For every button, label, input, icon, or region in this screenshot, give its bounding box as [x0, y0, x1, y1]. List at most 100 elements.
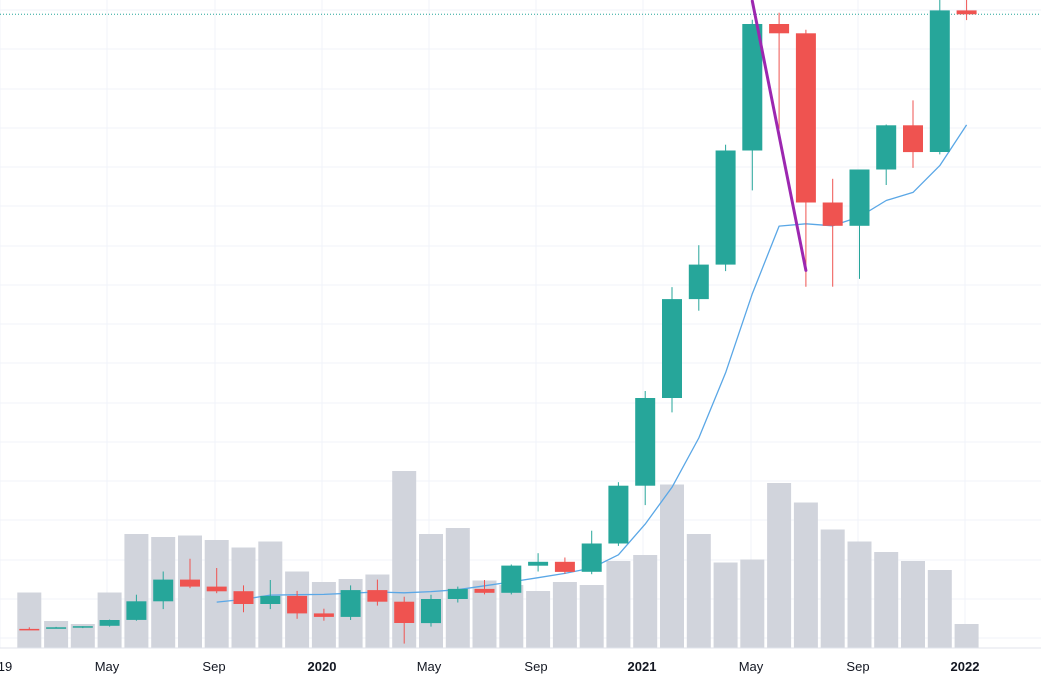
candle-up[interactable] [742, 19, 763, 191]
candle-body [929, 10, 950, 153]
candle-down[interactable] [180, 558, 200, 589]
volume-bar [927, 570, 952, 648]
candle-body [554, 561, 575, 572]
time-axis-label: May [417, 659, 442, 674]
candle-body [233, 591, 254, 604]
candle-body [126, 601, 147, 620]
volume-bar [847, 541, 872, 648]
time-axis-label: 2022 [951, 659, 980, 674]
candle-up[interactable] [501, 564, 522, 595]
volume-bar [820, 529, 845, 648]
candle-up[interactable] [849, 169, 870, 279]
volume-bar [178, 535, 202, 648]
candle-body [287, 595, 308, 614]
candle-body [46, 627, 67, 629]
candle-up[interactable] [635, 391, 656, 506]
time-axis-label: May [95, 659, 120, 674]
candle-body [608, 485, 629, 544]
candle-down[interactable] [233, 585, 254, 613]
candle-up[interactable] [876, 124, 897, 186]
candle-body [501, 565, 522, 593]
volume-bar [579, 585, 604, 648]
candle-down[interactable] [474, 580, 495, 595]
candle-up[interactable] [929, 0, 950, 155]
candle-up[interactable] [46, 626, 67, 629]
candle-up[interactable] [447, 586, 468, 603]
volume-bar [526, 591, 551, 648]
volume-bar [204, 540, 229, 648]
candle-down[interactable] [206, 568, 227, 594]
candle-up[interactable] [688, 245, 709, 311]
candle-body [99, 620, 120, 626]
candle-down[interactable] [19, 627, 40, 631]
time-axis-label: 19 [0, 659, 12, 674]
candle-down[interactable] [795, 29, 816, 287]
candle-down[interactable] [394, 596, 415, 644]
candle-up[interactable] [260, 580, 281, 610]
candle-body [688, 264, 709, 300]
candle-body [367, 590, 388, 602]
candle-up[interactable] [715, 144, 736, 272]
candle-down[interactable] [769, 12, 790, 129]
candle-up[interactable] [421, 594, 441, 627]
volume-bar [660, 484, 684, 648]
candle-body [876, 125, 897, 170]
volume-bar [606, 561, 631, 648]
trend-line[interactable] [750, 0, 808, 272]
candle-body [903, 125, 923, 153]
candle-down[interactable] [313, 608, 334, 621]
candle-body [447, 588, 468, 599]
candle-body [795, 33, 816, 203]
trend-line-segment[interactable] [750, 0, 808, 272]
volume-bar [793, 502, 818, 648]
candle-up[interactable] [581, 530, 602, 575]
volume-bar [686, 534, 711, 648]
candle-up[interactable] [153, 571, 174, 610]
candle-up[interactable] [72, 626, 93, 629]
candle-body [340, 590, 361, 617]
volume-bar [901, 561, 925, 648]
volume-bar [552, 582, 577, 648]
candle-down[interactable] [287, 590, 308, 619]
candle-body [19, 628, 40, 631]
candle-body [956, 10, 977, 15]
candle-body [769, 24, 790, 34]
time-axis-label: Sep [202, 659, 225, 674]
volume-bar [633, 555, 658, 648]
candle-up[interactable] [608, 482, 629, 546]
candle-body [206, 586, 227, 592]
candle-body [260, 595, 281, 604]
time-axis-label: May [739, 659, 764, 674]
time-axis-label: Sep [524, 659, 547, 674]
volume-bar [767, 483, 792, 648]
time-axis-label: 2020 [308, 659, 337, 674]
chart-grid [0, 0, 1041, 648]
candle-body [394, 601, 415, 623]
candle-body [581, 543, 602, 572]
candle-up[interactable] [340, 585, 361, 620]
volume-bar [713, 562, 738, 648]
candle-down[interactable] [367, 579, 388, 606]
candle-up[interactable] [126, 594, 147, 621]
volume-bar [740, 559, 765, 648]
candle-body [849, 169, 870, 226]
candle-body [742, 24, 763, 151]
candle-down[interactable] [903, 100, 923, 168]
candles[interactable] [19, 0, 977, 644]
candle-up[interactable] [99, 619, 120, 627]
candle-up[interactable] [662, 287, 682, 413]
candle-down[interactable] [554, 557, 575, 574]
candle-down[interactable] [822, 178, 843, 287]
volume-bar [17, 592, 42, 648]
candle-body [822, 202, 843, 226]
volume-bar [874, 552, 899, 648]
volume-bar [44, 621, 69, 648]
volume-bar [499, 585, 524, 648]
candle-body [662, 299, 682, 398]
volume-bar [124, 534, 149, 648]
time-axis[interactable]: 19 May Sep 2020 May Sep 2021 May Sep 2022 [0, 659, 979, 674]
candle-up[interactable] [528, 553, 549, 572]
time-axis-label: Sep [846, 659, 869, 674]
candle-down[interactable] [956, 0, 977, 21]
